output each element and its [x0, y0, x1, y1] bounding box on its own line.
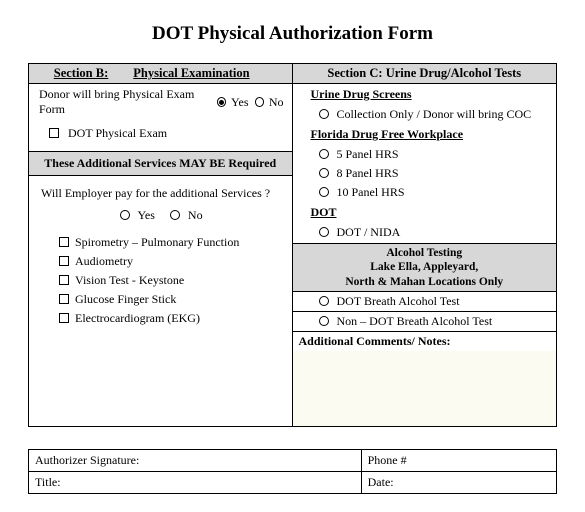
alc-option-row: DOT Breath Alcohol Test: [293, 292, 557, 312]
section-b-label: Section B:: [54, 66, 109, 80]
dot-exam-checkbox[interactable]: [49, 128, 59, 138]
alc-radio[interactable]: [319, 296, 329, 306]
service-row: Vision Test - Keystone: [29, 271, 292, 290]
panel-row: 8 Panel HRS: [293, 164, 557, 183]
section-c: Section C: Urine Drug/Alcohol Tests Urin…: [293, 64, 557, 426]
panel-label: 5 Panel HRS: [337, 147, 399, 161]
alcohol-loc2: North & Mahan Locations Only: [345, 276, 503, 288]
service-row: Audiometry: [29, 252, 292, 271]
panel-label: 8 Panel HRS: [337, 166, 399, 180]
service-checkbox[interactable]: [59, 275, 69, 285]
urine-screens-head: Urine Drug Screens: [311, 87, 412, 101]
section-b-header: Section B: Physical Examination: [29, 64, 292, 84]
dot-head: DOT: [311, 205, 337, 219]
service-checkbox[interactable]: [59, 256, 69, 266]
dot-nida-radio[interactable]: [319, 227, 329, 237]
service-checkbox[interactable]: [59, 294, 69, 304]
section-b: Section B: Physical Examination Donor wi…: [29, 64, 293, 426]
panel-label: 10 Panel HRS: [337, 185, 405, 199]
phone-cell[interactable]: Phone #: [361, 450, 556, 472]
dot-exam-label: DOT Physical Exam: [68, 126, 167, 140]
panel-radio[interactable]: [319, 187, 329, 197]
employer-pay-question: Will Employer pay for the additional Ser…: [29, 176, 292, 205]
service-label: Audiometry: [75, 254, 133, 268]
employer-pay-options: Yes No: [29, 205, 292, 233]
date-label: Date:: [368, 475, 394, 489]
service-label: Glucose Finger Stick: [75, 292, 176, 306]
auth-sig-label: Authorizer Signature:: [35, 453, 139, 467]
form-body: Section B: Physical Examination Donor wi…: [28, 63, 557, 427]
authorizer-signature-cell[interactable]: Authorizer Signature:: [29, 450, 362, 472]
comments-area[interactable]: [293, 351, 557, 426]
alcohol-head: Alcohol Testing: [386, 247, 462, 259]
employer-no-label: No: [188, 208, 203, 222]
additional-services-header: These Additional Services MAY BE Require…: [29, 151, 292, 176]
service-label: Spirometry – Pulmonary Function: [75, 235, 239, 249]
alcohol-loc1: Lake Ella, Appleyard,: [370, 261, 478, 273]
donor-no-radio[interactable]: [255, 97, 264, 107]
service-row: Spirometry – Pulmonary Function: [29, 233, 292, 252]
collection-only-row: Collection Only / Donor will bring COC: [293, 105, 557, 124]
service-checkbox[interactable]: [59, 313, 69, 323]
employer-yes-radio[interactable]: [120, 210, 130, 220]
phone-label: Phone #: [368, 453, 407, 467]
service-label: Electrocardiogram (EKG): [75, 311, 200, 325]
comments-label: Additional Comments/ Notes:: [293, 331, 557, 351]
collection-only-label: Collection Only / Donor will bring COC: [337, 107, 532, 121]
service-label: Vision Test - Keystone: [75, 273, 184, 287]
alc-label: Non – DOT Breath Alcohol Test: [337, 314, 493, 328]
dot-nida-row: DOT / NIDA: [293, 223, 557, 244]
service-checkbox[interactable]: [59, 237, 69, 247]
alc-radio[interactable]: [319, 316, 329, 326]
alcohol-testing-header: Alcohol Testing Lake Ella, Appleyard, No…: [293, 244, 557, 292]
panel-radio[interactable]: [319, 149, 329, 159]
employer-no-radio[interactable]: [170, 210, 180, 220]
title-label: Title:: [35, 475, 61, 489]
service-row: Electrocardiogram (EKG): [29, 309, 292, 386]
collection-only-radio[interactable]: [319, 109, 329, 119]
donor-form-label: Donor will bring Physical Exam Form: [39, 87, 208, 117]
donor-yes-radio[interactable]: [217, 97, 226, 107]
panel-radio[interactable]: [319, 168, 329, 178]
employer-yes-label: Yes: [137, 208, 154, 222]
dot-nida-label: DOT / NIDA: [337, 225, 401, 239]
title-cell[interactable]: Title:: [29, 472, 362, 494]
alc-option-row: Non – DOT Breath Alcohol Test: [293, 312, 557, 331]
section-b-sub: Physical Examination: [133, 66, 249, 80]
section-c-header: Section C: Urine Drug/Alcohol Tests: [293, 64, 557, 84]
service-row: Glucose Finger Stick: [29, 290, 292, 309]
yes-label: Yes: [231, 95, 248, 110]
alc-label: DOT Breath Alcohol Test: [337, 294, 460, 308]
panel-row: 10 Panel HRS: [293, 183, 557, 202]
florida-head: Florida Drug Free Workplace: [311, 127, 464, 141]
panel-row: 5 Panel HRS: [293, 145, 557, 164]
date-cell[interactable]: Date:: [361, 472, 556, 494]
signature-table: Authorizer Signature: Phone # Title: Dat…: [28, 449, 557, 494]
donor-form-row: Donor will bring Physical Exam Form Yes …: [29, 84, 292, 120]
page-title: DOT Physical Authorization Form: [28, 23, 557, 45]
no-label: No: [269, 95, 284, 110]
dot-exam-row: DOT Physical Exam: [29, 120, 292, 151]
